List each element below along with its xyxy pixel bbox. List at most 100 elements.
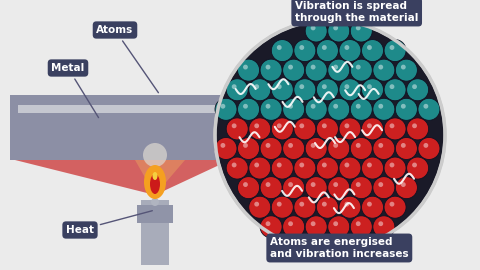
Circle shape <box>316 118 338 140</box>
Circle shape <box>260 59 282 81</box>
Circle shape <box>238 177 260 199</box>
Circle shape <box>288 182 293 187</box>
Circle shape <box>232 123 237 128</box>
Ellipse shape <box>150 174 160 194</box>
Circle shape <box>254 84 259 89</box>
Circle shape <box>401 143 406 148</box>
Circle shape <box>396 59 418 81</box>
Circle shape <box>215 137 237 160</box>
Circle shape <box>373 177 395 199</box>
Circle shape <box>339 40 361 62</box>
Circle shape <box>373 216 395 238</box>
Circle shape <box>356 182 360 187</box>
Circle shape <box>339 118 361 140</box>
Circle shape <box>378 182 383 187</box>
Circle shape <box>243 182 248 187</box>
Circle shape <box>407 79 429 101</box>
Circle shape <box>260 216 282 238</box>
Circle shape <box>283 98 305 120</box>
Circle shape <box>423 104 428 109</box>
Circle shape <box>407 118 429 140</box>
Circle shape <box>345 123 349 128</box>
Circle shape <box>243 143 248 148</box>
Circle shape <box>322 163 327 167</box>
Circle shape <box>249 118 271 140</box>
Circle shape <box>249 157 271 179</box>
Circle shape <box>373 137 395 160</box>
Circle shape <box>288 221 293 226</box>
Circle shape <box>254 163 259 167</box>
Circle shape <box>226 118 248 140</box>
Circle shape <box>367 45 372 50</box>
Polygon shape <box>15 160 230 195</box>
Circle shape <box>350 20 372 42</box>
Circle shape <box>316 40 338 62</box>
Circle shape <box>151 198 159 206</box>
Circle shape <box>271 118 293 140</box>
Circle shape <box>316 79 338 101</box>
Circle shape <box>300 45 304 50</box>
Circle shape <box>418 98 440 120</box>
Bar <box>137 205 173 223</box>
Circle shape <box>265 182 270 187</box>
Circle shape <box>339 79 361 101</box>
Circle shape <box>322 45 327 50</box>
Circle shape <box>305 216 327 238</box>
Circle shape <box>277 84 282 89</box>
Circle shape <box>356 104 360 109</box>
Circle shape <box>277 45 282 50</box>
Circle shape <box>260 98 282 120</box>
Circle shape <box>294 79 316 101</box>
Circle shape <box>396 177 418 199</box>
Circle shape <box>396 137 418 160</box>
Circle shape <box>367 84 372 89</box>
Circle shape <box>271 79 293 101</box>
Circle shape <box>322 123 327 128</box>
Circle shape <box>345 202 349 207</box>
Circle shape <box>243 104 248 109</box>
Circle shape <box>305 59 327 81</box>
Circle shape <box>300 163 304 167</box>
Circle shape <box>333 143 338 148</box>
FancyBboxPatch shape <box>10 95 355 160</box>
Circle shape <box>390 45 395 50</box>
Circle shape <box>311 221 315 226</box>
Circle shape <box>254 123 259 128</box>
Circle shape <box>356 65 360 69</box>
Circle shape <box>345 163 349 167</box>
Ellipse shape <box>153 172 157 180</box>
Circle shape <box>339 157 361 179</box>
Circle shape <box>300 202 304 207</box>
Circle shape <box>350 137 372 160</box>
Circle shape <box>232 84 237 89</box>
Circle shape <box>243 65 248 69</box>
Circle shape <box>396 98 418 120</box>
Circle shape <box>412 84 417 89</box>
Circle shape <box>333 104 338 109</box>
Circle shape <box>300 123 304 128</box>
Circle shape <box>390 123 395 128</box>
Circle shape <box>283 216 305 238</box>
Circle shape <box>300 84 304 89</box>
Circle shape <box>423 143 428 148</box>
Circle shape <box>311 182 315 187</box>
Circle shape <box>350 98 372 120</box>
Circle shape <box>215 98 237 120</box>
Circle shape <box>220 104 225 109</box>
Circle shape <box>226 157 248 179</box>
Circle shape <box>367 163 372 167</box>
Circle shape <box>305 20 327 42</box>
Circle shape <box>333 221 338 226</box>
Circle shape <box>288 104 293 109</box>
Circle shape <box>283 177 305 199</box>
Circle shape <box>215 20 445 250</box>
Circle shape <box>401 182 406 187</box>
Circle shape <box>333 182 338 187</box>
Circle shape <box>328 98 350 120</box>
Circle shape <box>390 202 395 207</box>
Circle shape <box>350 216 372 238</box>
Circle shape <box>384 157 406 179</box>
Circle shape <box>378 104 383 109</box>
Circle shape <box>316 196 338 218</box>
Circle shape <box>401 65 406 69</box>
